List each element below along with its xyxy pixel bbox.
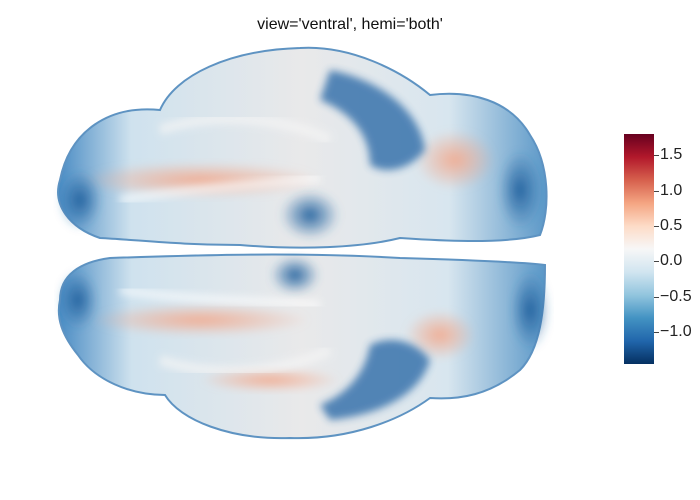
colorbar-tick-label: −0.5 (660, 287, 692, 305)
colorbar-tick-mark (654, 296, 659, 298)
colorbar-tick-label: −1.0 (660, 323, 692, 341)
colorbar-tick-mark (654, 226, 659, 227)
colorbar-tick-mark (654, 261, 659, 263)
colorbar-tick-mark (654, 190, 659, 192)
colorbar-tick-label: 1.0 (660, 181, 683, 199)
colorbar-tick-label: 0.0 (660, 252, 683, 270)
colorbar-tick-mark (654, 155, 659, 157)
colorbar-tick-label: 1.5 (660, 146, 683, 164)
lower-hemisphere (57, 253, 550, 440)
plot-title: view='ventral', hemi='both' (257, 16, 443, 33)
upper-hemisphere (57, 46, 548, 249)
colorbar-tick-mark (654, 332, 659, 334)
colorbar-tick-label: 0.5 (660, 217, 683, 234)
colorbar (624, 134, 654, 364)
